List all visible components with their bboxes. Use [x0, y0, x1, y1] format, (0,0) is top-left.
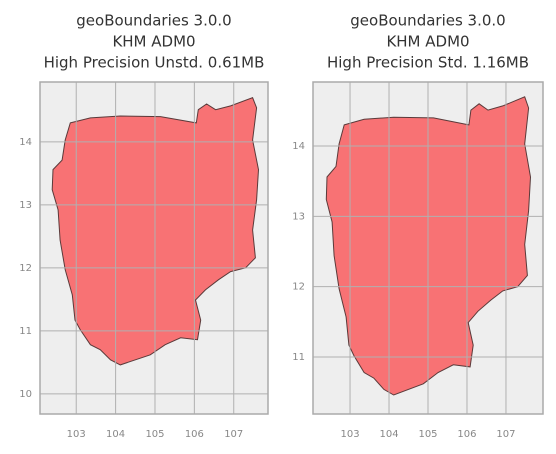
chart-title: geoBoundaries 3.0.0 [350, 12, 505, 30]
y-tick-label: 10 [19, 389, 32, 400]
y-tick-label: 13 [292, 211, 305, 222]
chart-title: High Precision Std. 1.16MB [327, 54, 529, 72]
y-tick-label: 13 [19, 200, 32, 211]
chart-title: High Precision Unstd. 0.61MB [44, 54, 265, 72]
plot-frame [312, 81, 544, 415]
x-tick-label: 107 [224, 429, 243, 440]
chart-title: KHM ADM0 [386, 33, 469, 51]
chart-title: KHM ADM0 [112, 33, 195, 51]
y-tick-label: 14 [19, 137, 32, 148]
y-tick-label: 14 [292, 141, 305, 152]
x-tick-label: 107 [496, 429, 515, 440]
chart-title: geoBoundaries 3.0.0 [76, 12, 231, 30]
x-tick-label: 104 [106, 429, 125, 440]
x-tick-label: 106 [457, 429, 476, 440]
y-tick-label: 12 [19, 263, 32, 274]
y-tick-label: 11 [19, 326, 32, 337]
x-tick-label: 106 [185, 429, 204, 440]
x-tick-label: 103 [67, 429, 86, 440]
x-tick-label: 104 [379, 429, 398, 440]
y-tick-label: 11 [292, 352, 305, 363]
x-tick-label: 103 [340, 429, 359, 440]
plot-frame [39, 81, 269, 415]
x-tick-label: 105 [145, 429, 164, 440]
y-tick-label: 12 [292, 282, 305, 293]
x-tick-label: 105 [418, 429, 437, 440]
